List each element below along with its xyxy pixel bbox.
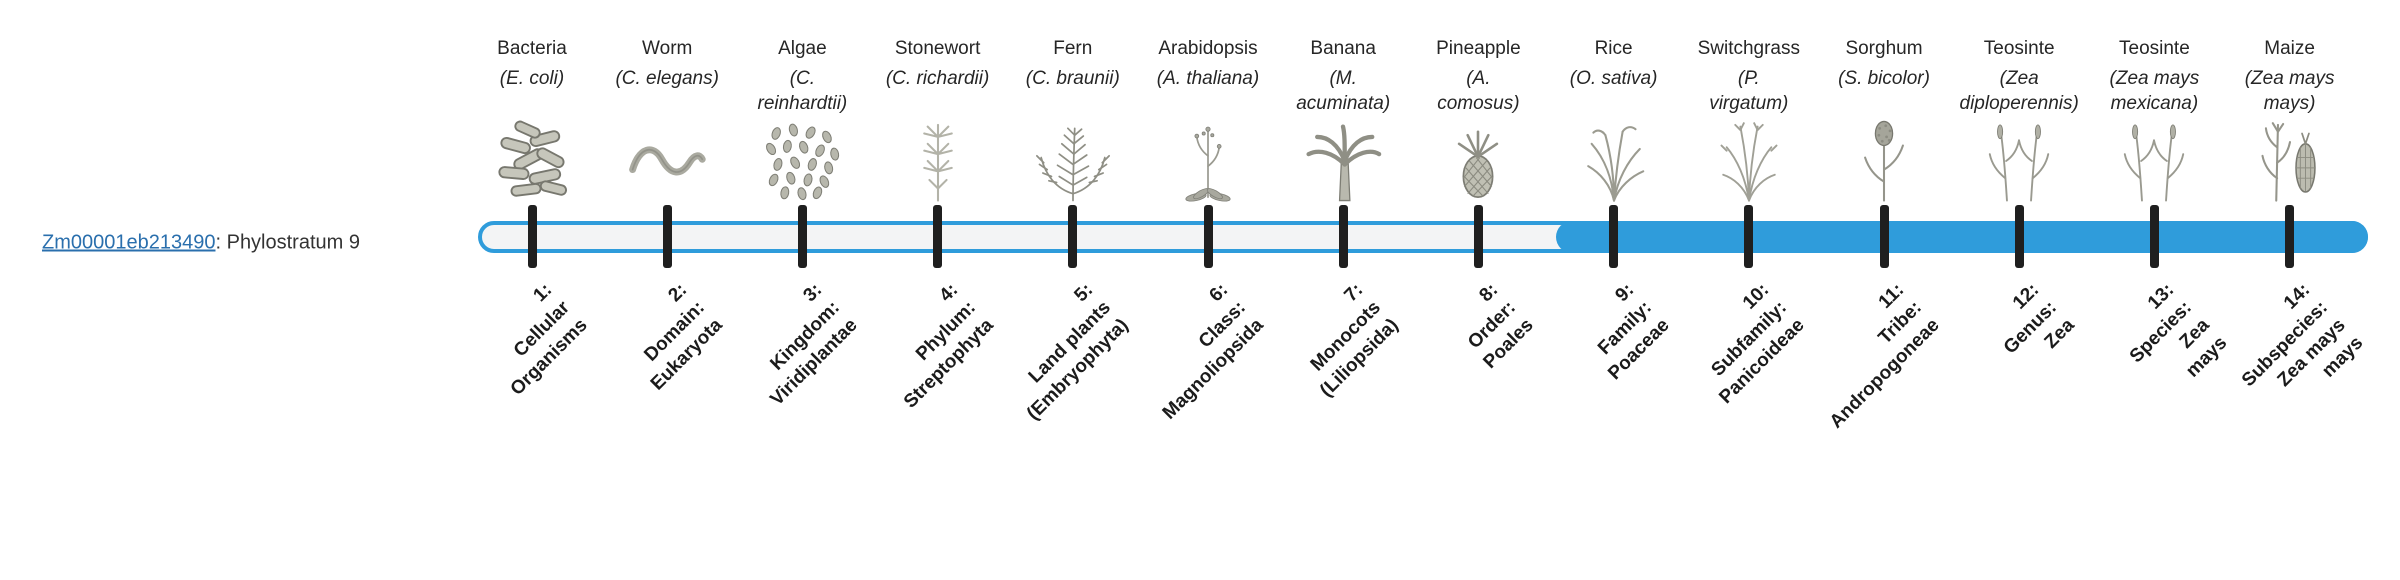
phylostratum-tick-label: 14: Subspecies: Zea mays mays bbox=[2237, 279, 2367, 392]
maize-icon bbox=[2236, 118, 2344, 204]
organism-column: Arabidopsis (A. thaliana) bbox=[1138, 36, 1278, 204]
phylostratum-tick-label-anchor: 1: Cellular Organisms bbox=[441, 278, 592, 399]
phylostratum-tick-label: 1: Cellular Organisms bbox=[506, 279, 592, 400]
organism-scientific-name: (C. braunii) bbox=[1025, 68, 1120, 89]
organism-scientific-name: (Zea diploperennis) bbox=[1959, 68, 2079, 114]
phylostratum-tick bbox=[1203, 205, 1213, 268]
organism-name: Sorghum bbox=[1845, 38, 1923, 59]
phylostrata-bar-fill bbox=[1555, 221, 2368, 253]
organism-scientific-name: (C. elegans) bbox=[615, 68, 719, 89]
gene-link[interactable]: Zm00001eb213490 bbox=[42, 231, 216, 254]
gene-phylostratum-text: : Phylostratum 9 bbox=[215, 231, 360, 254]
organism-scientific-name: (Zea mays mays) bbox=[2244, 68, 2335, 114]
organism-column: Teosinte (Zea mays mexicana) bbox=[2084, 36, 2224, 204]
phylostratum-tick-label-anchor: 13: Species: Zea mays bbox=[2084, 278, 2231, 381]
phylostratum-tick-label-anchor: 10: Subfamily: Panicoideae bbox=[1646, 278, 1808, 408]
teosinte-icon bbox=[1965, 118, 2073, 204]
stonewort-icon bbox=[884, 118, 992, 204]
organism-scientific-name: (S. bicolor) bbox=[1838, 68, 1930, 89]
phylostratum-tick-label: 6: Class: Magnoliopsida bbox=[1158, 279, 1268, 424]
phylostratum-tick-label-anchor: 2: Domain: Eukaryota bbox=[583, 278, 727, 394]
organism-column: Algae (C. reinhardtii) bbox=[732, 36, 872, 204]
organism-column: Switchgrass (P. virgatum) bbox=[1679, 36, 1819, 204]
organism-column: Sorghum (S. bicolor) bbox=[1814, 36, 1954, 204]
phylostratum-tick bbox=[797, 205, 807, 268]
organism-name: Stonewort bbox=[894, 38, 981, 59]
phylostratum-tick-label: 7: Monocots (Liliopsida) bbox=[1306, 279, 1403, 402]
phylostratum-tick bbox=[2014, 205, 2024, 268]
phylostratum-tick-label-anchor: 9: Family: Poaceae bbox=[1544, 278, 1674, 384]
organism-column: Worm (C. elegans) bbox=[597, 36, 737, 204]
phylostratum-tick-label: 8: Order: Poales bbox=[1464, 279, 1539, 373]
phylostratum-tick-label-anchor: 6: Class: Magnoliopsida bbox=[1083, 278, 1268, 423]
organism-column: Maize (Zea mays mays) bbox=[2220, 36, 2360, 204]
phylostratum-tick-label: 11: Tribe: Andropogoneae bbox=[1825, 279, 1944, 433]
bacteria-icon bbox=[478, 118, 586, 204]
phylostratum-tick bbox=[1609, 205, 1619, 268]
phylostratum-tick-label-anchor: 8: Order: Poales bbox=[1425, 278, 1538, 373]
organism-scientific-name: (C. reinhardtii) bbox=[757, 68, 848, 114]
gene-label: Zm00001eb213490: Phylostratum 9 bbox=[42, 232, 360, 255]
pineapple-icon bbox=[1424, 118, 1532, 204]
organism-column: Bacteria (E. coli) bbox=[462, 36, 602, 204]
phylostratum-tick-label-anchor: 14: Subspecies: Zea mays mays bbox=[2186, 278, 2367, 391]
phylostratum-tick-label-anchor: 12: Genus: Zea bbox=[1962, 278, 2079, 358]
organism-name: Fern bbox=[1053, 38, 1093, 59]
organism-column: Rice (O. sativa) bbox=[1544, 36, 1684, 204]
phylostratum-tick bbox=[662, 205, 672, 268]
teosinte-icon bbox=[2100, 118, 2208, 204]
phylostratum-tick-label: 12: Genus: Zea bbox=[1999, 279, 2079, 359]
phylostratum-tick bbox=[2285, 205, 2295, 268]
banana-icon bbox=[1289, 118, 1397, 204]
organism-name: Teosinte bbox=[1983, 38, 2055, 59]
fern-icon bbox=[1019, 118, 1127, 204]
organism-scientific-name: (A. comosus) bbox=[1437, 68, 1520, 114]
organism-column: Pineapple (A. comosus) bbox=[1408, 36, 1548, 204]
phylostratum-tick bbox=[1879, 205, 1889, 268]
phylostratum-tick bbox=[1068, 205, 1078, 268]
organism-scientific-name: (A. thaliana) bbox=[1156, 68, 1260, 89]
phylostratum-tick-label-anchor: 5: Land plants (Embryophyta) bbox=[947, 278, 1133, 424]
phylostratum-tick-label-anchor: 3: Kingdom: Viridiplantae bbox=[697, 278, 862, 410]
organism-name: Rice bbox=[1594, 38, 1633, 59]
organism-column: Fern (C. braunii) bbox=[1003, 36, 1143, 204]
sorghum-icon bbox=[1830, 118, 1938, 204]
worm-icon bbox=[613, 118, 721, 204]
phylostratum-tick-label-anchor: 7: Monocots (Liliopsida) bbox=[1250, 278, 1403, 401]
switchgrass-icon bbox=[1695, 118, 1803, 204]
organism-scientific-name: (C. richardii) bbox=[885, 68, 990, 89]
organism-column: Stonewort (C. richardii) bbox=[868, 36, 1008, 204]
organism-name: Maize bbox=[2264, 38, 2315, 59]
phylostratum-tick-label-anchor: 4: Phylum: Streptophyta bbox=[828, 278, 997, 412]
phylostratum-tick bbox=[1338, 205, 1348, 268]
algae-icon bbox=[748, 118, 856, 204]
organism-scientific-name: (O. sativa) bbox=[1569, 68, 1658, 89]
organism-name: Banana bbox=[1310, 38, 1376, 59]
organism-scientific-name: (Zea mays mexicana) bbox=[2109, 68, 2200, 114]
organism-name: Arabidopsis bbox=[1158, 38, 1258, 59]
arabidopsis-icon bbox=[1154, 118, 1262, 204]
phylostratum-tick bbox=[933, 205, 943, 268]
organism-column: Banana (M. acuminata) bbox=[1273, 36, 1413, 204]
organism-column: Teosinte (Zea diploperennis) bbox=[1949, 36, 2089, 204]
organism-scientific-name: (P. virgatum) bbox=[1709, 68, 1789, 114]
rice-icon bbox=[1560, 118, 1668, 204]
organism-scientific-name: (M. acuminata) bbox=[1296, 68, 1391, 114]
phylostratum-tick bbox=[2149, 205, 2159, 268]
organism-name: Switchgrass bbox=[1697, 38, 1800, 59]
phylostratum-tick bbox=[527, 205, 537, 268]
organism-name: Bacteria bbox=[497, 38, 567, 59]
organism-scientific-name: (E. coli) bbox=[499, 68, 565, 89]
organism-name: Worm bbox=[642, 38, 693, 59]
organism-name: Algae bbox=[778, 38, 827, 59]
organism-name: Pineapple bbox=[1436, 38, 1521, 59]
organism-name: Teosinte bbox=[2119, 38, 2190, 59]
phylostratum-tick-label-anchor: 11: Tribe: Andropogoneae bbox=[1746, 278, 1944, 432]
phylostratum-tick bbox=[1473, 205, 1483, 268]
phylostratum-tick bbox=[1744, 205, 1754, 268]
